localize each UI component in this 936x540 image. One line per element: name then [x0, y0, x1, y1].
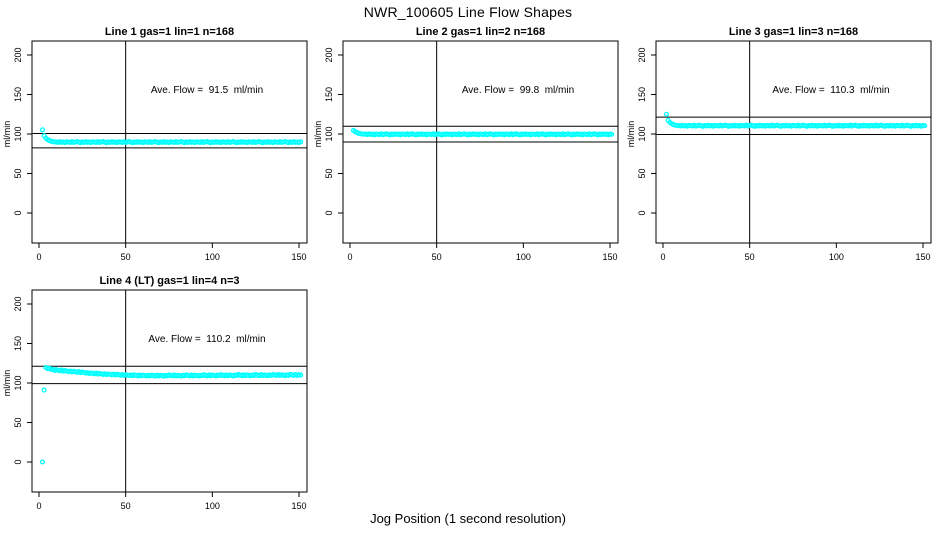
y-tick-label: 150	[324, 87, 334, 102]
x-tick-label: 150	[291, 501, 306, 511]
panel-2-ave-flow-annotation: Ave. Flow = 99.8 ml/min	[461, 85, 575, 96]
y-tick-label: 50	[637, 168, 647, 178]
plot-frame	[31, 40, 308, 244]
panel-plot-area: 0 50 100 150 200 0 50 100 150	[324, 40, 619, 262]
data-point	[298, 139, 304, 145]
x-tick-label: 0	[347, 252, 352, 262]
x-tick-label: 50	[432, 252, 442, 262]
y-tick-label: 0	[637, 210, 647, 215]
y-tick-label: 150	[637, 87, 647, 102]
data-series	[39, 127, 304, 146]
y-tick-label: 50	[324, 168, 334, 178]
x-tick-label: 150	[915, 252, 930, 262]
data-series	[350, 127, 615, 138]
plot-frame	[31, 289, 308, 493]
panel-plot-area: 0 50 100 150 200 0 50 100 150	[13, 289, 308, 511]
panel-3-title: Line 3 gas=1 lin=3 n=168	[728, 26, 859, 38]
x-tick-label: 150	[602, 252, 617, 262]
x-tick-label: 50	[121, 252, 131, 262]
data-point	[663, 111, 670, 117]
data-point	[39, 459, 46, 465]
panel-4-title: Line 4 (LT) gas=1 lin=4 n=3	[99, 275, 240, 287]
plot-frame	[655, 40, 932, 244]
data-series	[663, 111, 928, 129]
x-tick-label: 50	[121, 501, 131, 511]
y-tick-label: 150	[13, 87, 23, 102]
data-point	[609, 131, 615, 137]
panel-3-ave-flow-annotation: Ave. Flow = 110.3 ml/min	[772, 85, 890, 96]
y-tick-label: 100	[13, 126, 23, 141]
panel-4-ave-flow-annotation: Ave. Flow = 110.2 ml/min	[148, 334, 266, 345]
x-tick-label: 150	[291, 252, 306, 262]
y-tick-label: 200	[13, 296, 23, 311]
data-point	[41, 387, 47, 393]
x-tick-label: 100	[205, 252, 220, 262]
y-tick-label: 50	[13, 417, 23, 427]
y-tick-label: 200	[324, 47, 334, 62]
y-tick-label: 200	[637, 47, 647, 62]
y-tick-label: 0	[13, 210, 23, 215]
panel-plot-area: 0 50 100 150 200 0 50 100 150	[637, 40, 932, 262]
panel-1-title: Line 1 gas=1 lin=1 n=168	[104, 26, 235, 38]
x-tick-label: 0	[36, 252, 41, 262]
figure-title: NWR_100605 Line Flow Shapes	[363, 4, 573, 20]
plot-frame	[342, 40, 619, 244]
panel-1-ave-flow-annotation: Ave. Flow = 91.5 ml/min	[150, 85, 264, 96]
y-tick-label: 200	[13, 47, 23, 62]
y-tick-label: 0	[13, 459, 23, 464]
data-series	[39, 365, 304, 465]
x-tick-label: 100	[205, 501, 220, 511]
data-point	[39, 127, 46, 133]
x-tick-label: 50	[745, 252, 755, 262]
x-tick-label: 0	[660, 252, 665, 262]
y-tick-label: 100	[637, 126, 647, 141]
panel-plot-area: 0 50 100 150 200 0 50 100 150	[13, 40, 308, 262]
y-tick-label: 0	[324, 210, 334, 215]
y-tick-label: 50	[13, 168, 23, 178]
data-point	[298, 372, 304, 378]
data-point	[922, 123, 928, 129]
x-tick-label: 100	[829, 252, 844, 262]
y-tick-label: 100	[324, 126, 334, 141]
x-tick-label: 100	[516, 252, 531, 262]
x-tick-label: 0	[36, 501, 41, 511]
figure-xlabel: Jog Position (1 second resolution)	[370, 511, 566, 526]
y-tick-label: 150	[13, 336, 23, 351]
panel-2-title: Line 2 gas=1 lin=2 n=168	[415, 26, 546, 38]
y-tick-label: 100	[13, 375, 23, 390]
